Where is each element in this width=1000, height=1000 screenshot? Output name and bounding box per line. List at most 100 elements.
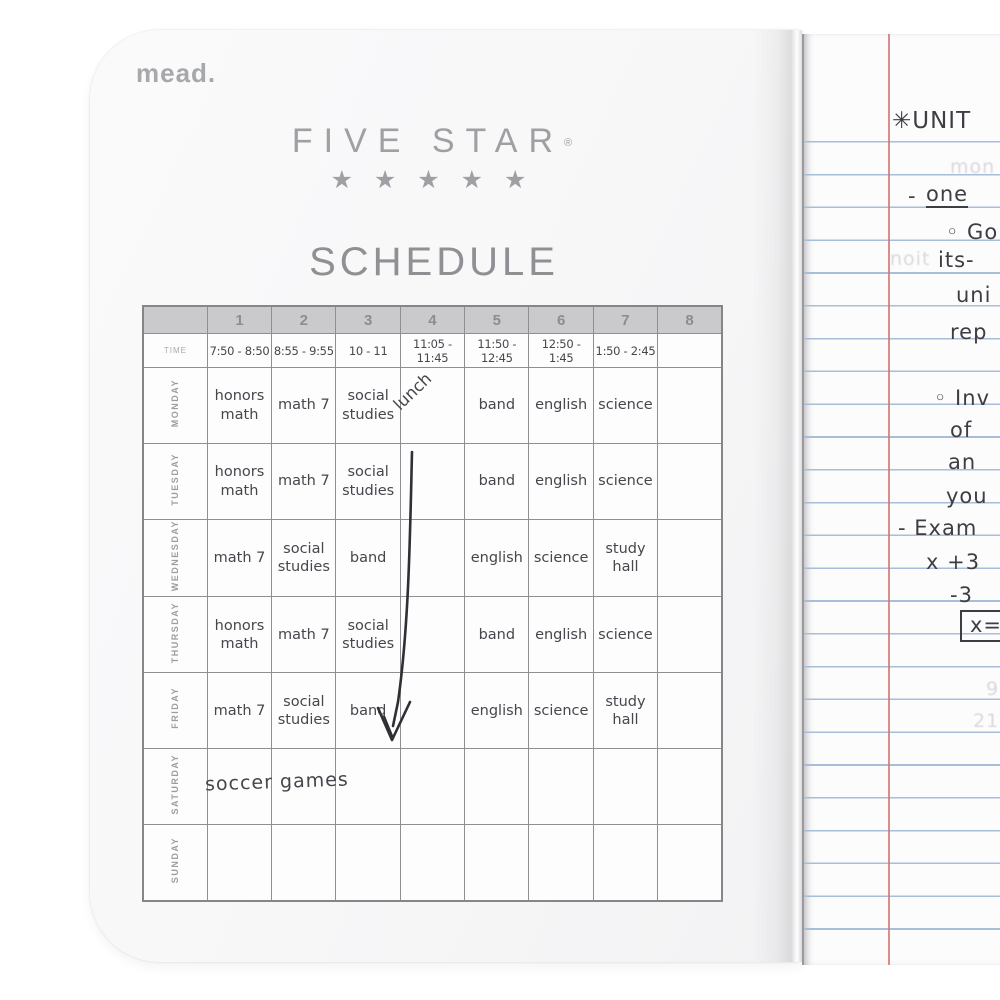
time-cell: 8:55 - 9:55 — [271, 333, 337, 368]
schedule-cell: social studies — [335, 367, 401, 444]
note-line: ✳UNIT — [892, 108, 972, 134]
bleed-through-mark: 21 — [973, 710, 1000, 732]
schedule-cell: band — [335, 518, 401, 598]
schedule-cell — [657, 518, 723, 598]
note-line: an — [948, 450, 977, 474]
day-row: SATURDAY — [142, 748, 723, 826]
day-label: SATURDAY — [142, 748, 208, 826]
red-margin-line — [888, 34, 890, 965]
time-cell — [657, 333, 723, 368]
period-header: 8 — [657, 305, 723, 334]
period-header: 4 — [399, 305, 466, 334]
bleed-through-mark: mon — [950, 156, 996, 178]
note-line: its- — [938, 248, 975, 272]
period-header: 1 — [206, 305, 273, 334]
schedule-cell: math 7 — [206, 518, 273, 598]
note-line: uni — [956, 283, 992, 307]
ruled-lines — [804, 141, 1000, 931]
schedule-cell: english — [528, 443, 594, 520]
note-line: - — [908, 184, 917, 208]
schedule-cell: english — [464, 518, 530, 598]
schedule-cell: math 7 — [271, 596, 337, 674]
schedule-cell: english — [528, 367, 594, 444]
schedule-cell: study hall — [592, 672, 659, 750]
period-header: 3 — [335, 305, 401, 334]
schedule-cell — [271, 748, 337, 826]
schedule-cell: social studies — [335, 596, 401, 674]
day-label: THURSDAY — [142, 596, 208, 674]
page-title: SCHEDULE — [309, 240, 559, 284]
time-label: TIME — [142, 333, 208, 368]
schedule-cell: band — [464, 443, 530, 520]
bleed-through-mark: 9 — [986, 678, 1000, 700]
note-line: - Exam — [898, 516, 978, 540]
day-row: TUESDAY honors math math 7 social studies ba… — [142, 443, 723, 520]
schedule-cell: science — [592, 367, 659, 444]
period-header: 6 — [528, 305, 594, 334]
mead-logo: mead. — [136, 58, 217, 88]
note-line: -3 — [950, 583, 973, 607]
period-header: 5 — [464, 305, 530, 334]
schedule-cell: band — [464, 596, 530, 674]
schedule-cell: science — [592, 443, 659, 520]
schedule-cell: honors math — [206, 367, 273, 444]
schedule-cell — [464, 824, 530, 902]
bleed-through-mark: noit — [890, 248, 931, 270]
schedule-cell: honors math — [206, 443, 273, 520]
boxed-answer: x= — [960, 610, 1000, 642]
day-label: TUESDAY — [142, 443, 208, 520]
schedule-cell: math 7 — [271, 367, 337, 444]
schedule-cell — [657, 672, 723, 750]
time-cell: 7:50 - 8:50 — [206, 333, 273, 368]
schedule-cell: band — [464, 367, 530, 444]
notes-page: mon noit 9 21 ✳UNIT - one ◦ Go its- uni … — [802, 34, 1000, 965]
note-line: of — [950, 418, 973, 442]
schedule-cell — [592, 748, 659, 826]
note-line: you — [946, 484, 988, 508]
schedule-cell — [657, 824, 723, 902]
schedule-cell — [657, 443, 723, 520]
time-cell: 11:05 - 11:45 — [399, 333, 466, 368]
schedule-cell — [399, 824, 466, 902]
note-line: x +3 — [926, 550, 981, 574]
schedule-cell: science — [528, 518, 594, 598]
schedule-table: 1 2 3 4 5 6 7 8 TIME 7:50 - 8:50 8:55 - 9:55 10 - 1… — [142, 305, 723, 903]
schedule-cell: science — [592, 596, 659, 674]
day-label: MONDAY — [142, 367, 208, 444]
day-row: THURSDAY honors math math 7 social studies b… — [142, 596, 723, 674]
schedule-cell: math 7 — [271, 443, 337, 520]
schedule-cell: honors math — [206, 596, 273, 674]
note-line: one — [926, 182, 969, 208]
schedule-cell — [657, 748, 723, 826]
time-row: TIME 7:50 - 8:50 8:55 - 9:55 10 - 11 11:05 -… — [142, 333, 723, 368]
schedule-cell: study hall — [592, 518, 659, 598]
time-cell: 11:50 - 12:45 — [464, 333, 530, 368]
corner-cell — [142, 305, 208, 334]
schedule-cell — [335, 748, 401, 826]
schedule-table-wrap: 1 2 3 4 5 6 7 8 TIME 7:50 - 8:50 8:55 - 9:55 10 - 1… — [142, 305, 723, 903]
day-row: WEDNESDAY math 7 social studies band english… — [142, 518, 723, 598]
schedule-cell: social studies — [271, 672, 337, 750]
schedule-cell — [657, 367, 723, 444]
schedule-cell — [399, 748, 466, 826]
schedule-cell — [657, 596, 723, 674]
day-label: FRIDAY — [142, 672, 208, 750]
note-line: rep — [950, 320, 988, 344]
schedule-cell — [399, 367, 466, 444]
time-cell: 12:50 - 1:45 — [528, 333, 594, 368]
day-row: SUNDAY — [142, 824, 723, 902]
day-label: WEDNESDAY — [142, 518, 208, 598]
five-stars-icon: ★ ★ ★ ★ ★ — [330, 166, 534, 194]
period-header: 2 — [271, 305, 337, 334]
schedule-cell — [335, 824, 401, 902]
day-row: MONDAY honors math math 7 social studies ban… — [142, 367, 723, 444]
schedule-cell — [399, 518, 466, 598]
schedule-cell — [399, 672, 466, 750]
schedule-cell — [206, 748, 273, 826]
day-label: SUNDAY — [142, 824, 208, 902]
five-star-wordmark: FIVE STAR — [291, 122, 565, 160]
time-cell: 1:50 - 2:45 — [592, 333, 659, 368]
schedule-cell: english — [528, 596, 594, 674]
